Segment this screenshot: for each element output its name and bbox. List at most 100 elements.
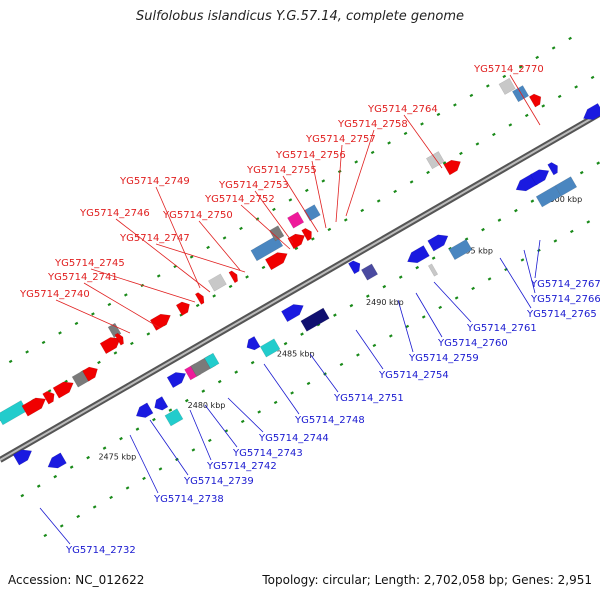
top-leader-line: [55, 299, 131, 334]
track-dot: [294, 246, 299, 251]
top-leader-line: [345, 129, 375, 217]
track-dot: [261, 265, 266, 270]
gene-feature: [166, 372, 187, 389]
top-gene-label: YG5714_2750: [162, 210, 233, 221]
summary-text: Topology: circular; Length: 2,702,058 bp…: [262, 573, 592, 587]
track-dot: [387, 141, 391, 145]
top-leader-line: [282, 175, 319, 233]
track-dot: [453, 103, 457, 107]
track-dot: [553, 239, 558, 243]
track-dot: [403, 131, 408, 136]
track-dot: [327, 227, 332, 232]
bottom-leader-line: [433, 281, 472, 323]
track-dot: [492, 132, 496, 137]
top-leader-line: [509, 74, 541, 126]
top-leader-line: [115, 218, 211, 293]
track-dot: [469, 93, 474, 98]
track-dot: [415, 265, 420, 270]
track-dot: [97, 360, 101, 365]
track-dot: [43, 533, 48, 538]
gene-feature: [281, 304, 304, 323]
gene-feature: [287, 211, 305, 229]
top-gene-label: YG5714_2741: [47, 272, 118, 283]
gene-feature: [164, 408, 184, 427]
top-leader-line: [155, 186, 201, 289]
gene-feature: [204, 352, 220, 369]
top-leader-line: [155, 243, 246, 273]
top-gene-label: YG5714_2752: [204, 194, 275, 205]
gene-feature: [228, 270, 238, 284]
page-title: Sulfolobus islandicus Y.G.57.14, complet…: [136, 9, 464, 24]
bottom-gene-label: YG5714_2751: [333, 393, 404, 404]
track-dot: [372, 343, 377, 348]
track-dot: [485, 84, 490, 88]
track-dot: [508, 123, 513, 127]
top-gene-label: YG5714_2758: [337, 119, 408, 130]
gene-feature: [360, 263, 379, 281]
track-dot: [393, 189, 397, 194]
bottom-leader-line: [534, 239, 541, 279]
bottom-gene-label: YG5714_2760: [437, 338, 508, 349]
scale-label: 2485 kbp: [277, 350, 315, 359]
track-dot: [123, 293, 128, 297]
gene-feature: [52, 381, 74, 399]
track-dot: [102, 446, 107, 450]
backbone-highlight: [0, 112, 600, 461]
track-dot: [442, 161, 447, 165]
gene-feature: [443, 159, 461, 176]
track-dot: [113, 351, 118, 355]
track-dot: [257, 410, 262, 414]
top-leader-line: [403, 114, 443, 169]
gene-feature: [149, 313, 171, 331]
track-dot: [524, 113, 529, 118]
gene-feature: [583, 102, 600, 120]
track-dot: [290, 391, 294, 395]
track-dot: [142, 476, 146, 481]
bottom-gene-label: YG5714_2767: [530, 279, 600, 290]
track-dot: [64, 379, 68, 384]
bottom-gene-label: YG5714_2738: [153, 494, 224, 505]
track-dot: [158, 467, 163, 471]
track-dot: [146, 332, 151, 336]
gene-feature: [303, 204, 321, 222]
bottom-gene-label: YG5714_2739: [183, 476, 254, 487]
gene-feature: [528, 93, 542, 108]
top-leader-line: [335, 144, 343, 223]
top-gene-label: YG5714_2755: [246, 165, 317, 176]
gene-feature: [547, 162, 558, 176]
track-dot: [288, 198, 293, 202]
track-dot: [8, 359, 13, 364]
scale-label: 2500 kbp: [544, 195, 582, 204]
top-gene-label: YG5714_2746: [79, 208, 150, 219]
track-dot: [250, 360, 255, 365]
track-dot: [520, 258, 525, 262]
track-dot: [109, 495, 113, 500]
top-gene-label: YG5714_2756: [275, 150, 346, 161]
track-dot: [191, 448, 196, 452]
bottom-leader-line: [415, 292, 443, 338]
top-leader-line: [311, 160, 327, 229]
track-dot: [530, 199, 535, 203]
track-dot: [20, 493, 25, 498]
track-dot: [590, 75, 595, 80]
track-dot: [74, 321, 79, 326]
top-gene-label: YG5714_2764: [367, 104, 438, 115]
track-dot: [184, 398, 189, 403]
track-dot: [212, 294, 217, 298]
gene-feature: [207, 273, 227, 292]
track-dot: [245, 275, 249, 279]
track-dot: [53, 474, 58, 479]
track-dot: [206, 245, 210, 250]
track-dot: [354, 160, 359, 164]
track-dot: [25, 350, 29, 354]
track-dot: [273, 400, 278, 405]
gene-feature: [12, 449, 33, 466]
track-dot: [156, 274, 161, 278]
bottom-gene-label: YG5714_2744: [258, 433, 329, 444]
bottom-gene-label: YG5714_2765: [526, 309, 597, 320]
bottom-leader-line: [309, 353, 339, 393]
track-dot: [86, 455, 90, 460]
bottom-gene-label: YG5714_2766: [530, 294, 600, 305]
gene-feature: [0, 400, 28, 426]
track-dot: [222, 236, 227, 240]
